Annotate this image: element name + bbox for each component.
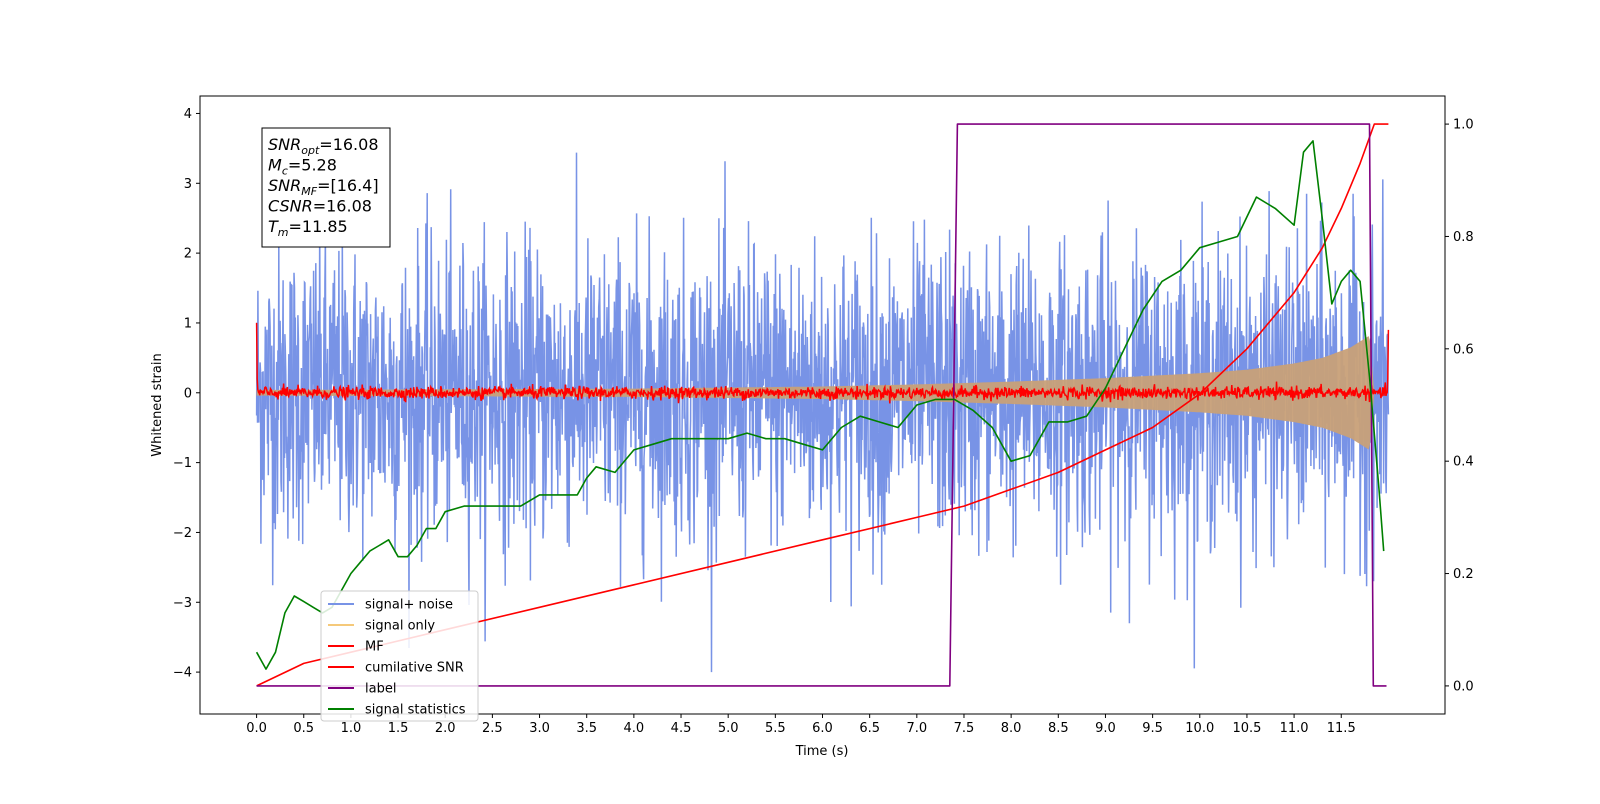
info-line: Tm=11.85 (268, 217, 348, 239)
x-tick-label: 0.5 (293, 721, 314, 736)
info-line: CSNR=16.08 (268, 197, 372, 216)
x-tick-label: 11.0 (1280, 721, 1309, 736)
y2-tick-label: 0.6 (1453, 342, 1474, 357)
series-cumulative-snr (256, 123, 1389, 687)
y2-axis-ticks: 1.0 0.8 0.6 0.4 0.2 0.0 (1445, 118, 1474, 694)
series-signal-plus-noise (255, 152, 1390, 673)
info-line: Mc=5.28 (268, 156, 337, 178)
y2-tick-label: 1.0 (1453, 118, 1474, 133)
info-line: SNRMF=[16.4] (268, 176, 379, 198)
y-axis-label: Whitened strain (150, 353, 165, 456)
x-tick-label: 2.0 (435, 721, 456, 736)
info-box-frame (261, 127, 391, 248)
x-tick-label: 9.5 (1142, 721, 1163, 736)
legend-label: signal+ noise (365, 598, 453, 613)
x-tick-label: 0.0 (246, 721, 267, 736)
x-tick-label: 10.5 (1232, 721, 1261, 736)
y2-tick-label: 0.2 (1453, 567, 1474, 582)
series-mf (255, 322, 1390, 404)
x-tick-label: 9.0 (1095, 721, 1116, 736)
x-tick-label: 5.0 (718, 721, 739, 736)
legend-label: MF (365, 640, 384, 655)
series-label (256, 123, 1387, 687)
x-tick-label: 6.5 (859, 721, 880, 736)
legend-label: cumilative SNR (365, 661, 464, 676)
y-tick-label: −1 (173, 456, 192, 471)
series-layer (255, 123, 1390, 687)
x-tick-label: 3.0 (529, 721, 550, 736)
x-tick-label: 1.5 (388, 721, 409, 736)
y-tick-label: 3 (184, 177, 192, 192)
x-tick-label: 5.5 (765, 721, 786, 736)
legend-label: signal statistics (365, 703, 466, 718)
legend-frame (320, 590, 479, 722)
x-axis-ticks: 0.0 0.5 1.0 1.5 2.0 2.5 3.0 3.5 4.0 4.5 5.0 5.5 6.0 6… (246, 714, 1356, 736)
x-tick-label: 6.0 (812, 721, 833, 736)
x-tick-label: 3.5 (576, 721, 597, 736)
y-tick-label: 4 (184, 107, 192, 122)
y-axis-ticks: 4 3 2 1 0 −1 −2 −3 −4 (173, 107, 200, 681)
y-tick-label: 0 (184, 386, 192, 401)
legend: signal+ noise signal only MF cumilative SNR… (320, 590, 479, 722)
x-tick-label: 4.5 (671, 721, 692, 736)
y-tick-label: −4 (173, 666, 192, 681)
x-tick-label: 2.5 (482, 721, 503, 736)
x-tick-label: 10.0 (1185, 721, 1214, 736)
x-tick-label: 1.0 (341, 721, 362, 736)
y-tick-label: −3 (173, 596, 192, 611)
x-tick-label: 8.0 (1001, 721, 1022, 736)
info-line: SNRopt=16.08 (268, 135, 379, 157)
x-tick-label: 4.0 (624, 721, 645, 736)
legend-label: signal only (365, 619, 435, 634)
y2-tick-label: 0.4 (1453, 455, 1474, 470)
info-box: SNRopt=16.08Mc=5.28SNRMF=[16.4]CSNR=16.0… (261, 127, 391, 248)
x-tick-label: 7.0 (906, 721, 927, 736)
series-signal-statistics (255, 140, 1385, 670)
legend-label: label (365, 682, 396, 697)
x-tick-label: 8.5 (1048, 721, 1069, 736)
y-tick-label: −2 (173, 526, 192, 541)
y-tick-label: 1 (184, 316, 192, 331)
x-axis-label: Time (s) (795, 744, 849, 759)
y2-tick-label: 0.0 (1453, 679, 1474, 694)
x-tick-label: 7.5 (954, 721, 975, 736)
y-tick-label: 2 (184, 247, 192, 262)
y2-tick-label: 0.8 (1453, 230, 1474, 245)
x-tick-label: 11.5 (1327, 721, 1356, 736)
series-signal-only (256, 336, 1375, 450)
